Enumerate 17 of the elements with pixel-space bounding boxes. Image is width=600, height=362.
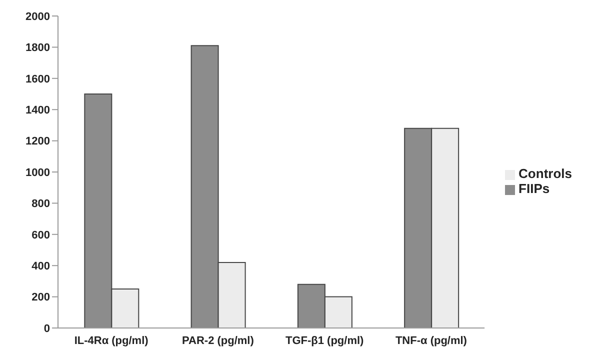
y-tick-label: 1000 — [26, 166, 50, 179]
y-tick-label: 0 — [44, 322, 50, 335]
y-tick-label: 400 — [32, 260, 50, 273]
x-tick-label: IL-4Rα (pg/ml) — [74, 334, 149, 347]
y-tick-label: 1600 — [26, 73, 50, 86]
y-tick-label: 1200 — [26, 136, 50, 148]
y-tick-label: 1800 — [26, 42, 50, 54]
y-tick-label: 600 — [32, 229, 50, 242]
legend-label: Controls — [518, 166, 572, 181]
x-tick-label: PAR-2 (pg/ml) — [182, 334, 254, 347]
x-tick-label: TNF-α (pg/ml) — [395, 334, 468, 347]
x-tick-label: TGF-β1 (pg/ml) — [285, 334, 364, 347]
y-tick-label: 200 — [32, 292, 50, 304]
legend-label: FIIPs — [518, 181, 550, 196]
y-tick-label: 800 — [32, 198, 50, 210]
y-tick-label: 1400 — [26, 104, 50, 117]
y-tick-label: 2000 — [26, 10, 50, 23]
